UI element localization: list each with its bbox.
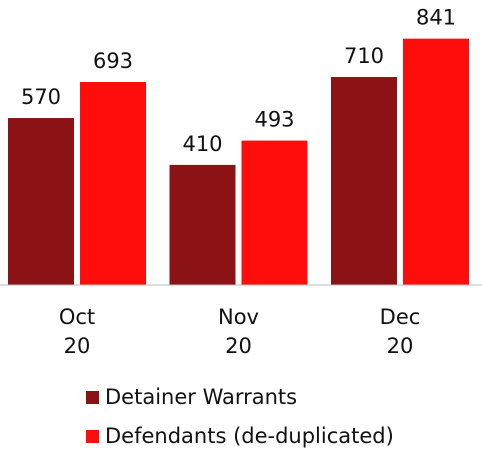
x-tick-label: Oct 20: [58, 305, 96, 358]
bar: [403, 38, 469, 285]
legend-swatch: [86, 391, 99, 404]
value-label: 410: [182, 132, 222, 156]
bar: [331, 77, 397, 285]
value-label: 570: [21, 85, 61, 109]
value-label: 493: [254, 108, 294, 132]
bar: [169, 164, 236, 285]
value-label: 693: [93, 49, 133, 73]
value-label: 841: [416, 6, 456, 30]
bar: [241, 140, 308, 285]
bar: [8, 118, 74, 285]
x-tick-label: Dec 20: [379, 305, 421, 358]
legend-label: Detainer Warrants: [105, 385, 297, 409]
x-tick-label: Nov 20: [218, 305, 259, 358]
bar: [80, 82, 146, 285]
legend-swatch: [86, 430, 99, 443]
legend-label: Defendants (de-duplicated): [105, 424, 394, 448]
value-label: 710: [344, 44, 384, 68]
